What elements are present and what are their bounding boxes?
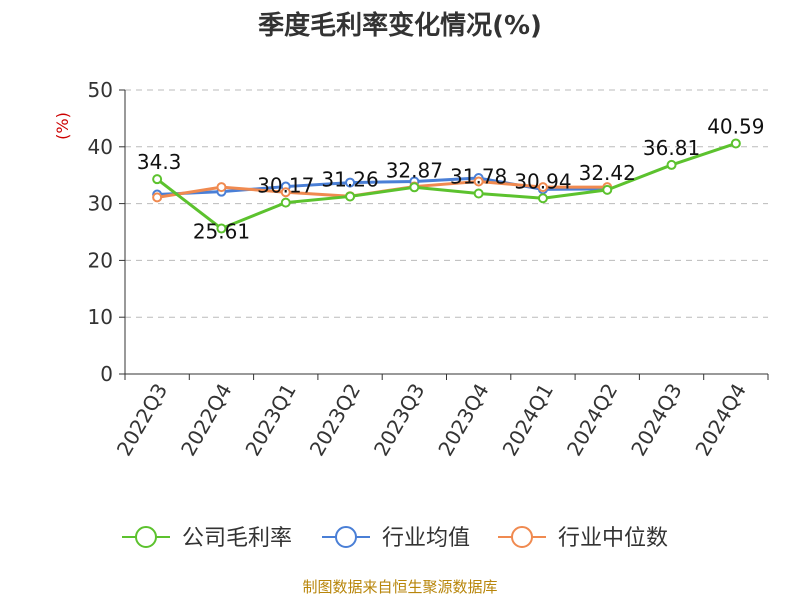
data-point[interactable] <box>152 192 163 203</box>
y-tick-label: 30 <box>88 192 113 216</box>
legend-item[interactable]: 行业均值 <box>322 526 470 551</box>
legend-marker <box>135 526 157 548</box>
source-note: 制图数据来自恒生聚源数据库 <box>302 578 497 596</box>
data-point[interactable] <box>345 191 356 202</box>
data-label: 31.78 <box>450 164 507 188</box>
y-tick-label: 10 <box>88 305 113 329</box>
data-point[interactable] <box>280 187 291 198</box>
y-tick-label: 20 <box>88 248 113 272</box>
data-label: 25.61 <box>193 220 250 244</box>
data-point[interactable] <box>216 223 227 234</box>
y-axis-label: (%) <box>53 112 72 140</box>
data-point[interactable] <box>602 184 613 195</box>
x-tick-label: 2023Q4 <box>433 379 493 460</box>
legend[interactable]: 公司毛利率 行业均值 行业中位数 <box>122 526 668 551</box>
data-point[interactable] <box>537 193 548 204</box>
x-tick-label: 2024Q4 <box>690 379 750 460</box>
data-point[interactable] <box>473 176 484 187</box>
x-tick-label: 2024Q1 <box>498 379 558 460</box>
x-tick-label: 2023Q1 <box>240 379 300 460</box>
series-line <box>156 142 737 231</box>
data-label: 32.42 <box>579 161 636 185</box>
data-point[interactable] <box>216 182 227 193</box>
data-point[interactable] <box>409 182 420 193</box>
x-tick-label: 2023Q3 <box>369 379 429 460</box>
y-tick-label: 40 <box>88 135 113 159</box>
data-label: 34.3 <box>137 150 182 174</box>
data-point[interactable] <box>152 174 163 185</box>
data-point[interactable] <box>345 177 356 188</box>
legend-marker <box>511 526 533 548</box>
data-label: 36.81 <box>643 136 700 160</box>
legend-label: 行业中位数 <box>558 526 668 551</box>
legend-label: 行业均值 <box>382 526 470 551</box>
data-point[interactable] <box>280 197 291 208</box>
chart-title: 季度毛利率变化情况(%) <box>258 10 542 41</box>
legend-item[interactable]: 行业中位数 <box>498 526 668 551</box>
y-tick-label: 0 <box>100 362 113 386</box>
y-tick-label: 50 <box>88 78 113 102</box>
x-tick-label: 2024Q3 <box>626 379 686 460</box>
data-labels: 34.3 25.61 30.17 31.26 32.87 31.78 30.94 32.42 3… <box>137 114 765 243</box>
data-label: 30.17 <box>257 174 314 198</box>
data-point[interactable] <box>473 188 484 199</box>
grid-lines <box>125 89 768 318</box>
data-label: 31.26 <box>321 167 378 191</box>
data-label: 32.87 <box>386 158 443 182</box>
data-point[interactable] <box>537 182 548 193</box>
legend-label: 公司毛利率 <box>182 526 292 551</box>
x-tick-label: 2022Q4 <box>176 379 236 460</box>
data-label: 40.59 <box>707 114 764 138</box>
legend-item[interactable]: 公司毛利率 <box>122 526 292 551</box>
series-group <box>152 138 741 234</box>
x-tick-label: 2022Q3 <box>112 379 172 460</box>
legend-marker <box>335 526 357 548</box>
x-tick-label: 2024Q2 <box>562 379 622 460</box>
data-point[interactable] <box>666 159 677 170</box>
x-tick-label: 2023Q2 <box>305 379 365 460</box>
data-point[interactable] <box>730 138 741 149</box>
data-label: 30.94 <box>514 169 571 193</box>
